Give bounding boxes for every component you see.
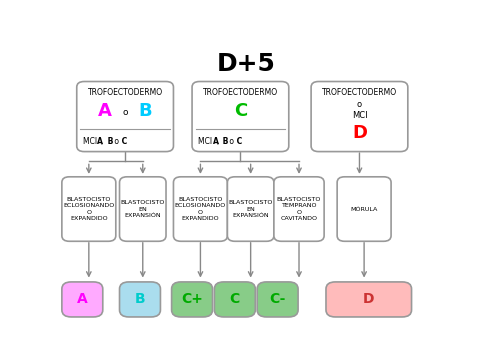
Text: D+5: D+5	[216, 52, 276, 76]
Text: D: D	[352, 124, 367, 142]
FancyBboxPatch shape	[215, 282, 255, 317]
Text: MCI: MCI	[83, 137, 99, 146]
Text: MÓRULA: MÓRULA	[350, 206, 378, 211]
Text: ,: ,	[216, 137, 218, 146]
FancyBboxPatch shape	[228, 177, 274, 241]
FancyBboxPatch shape	[274, 177, 324, 241]
Text: o: o	[112, 137, 119, 146]
Text: C: C	[230, 292, 240, 306]
Text: MCI: MCI	[198, 137, 215, 146]
Text: B: B	[135, 292, 145, 306]
Text: BLASTOCISTO
ECLOSIONANDO
O
EXPANDIDO: BLASTOCISTO ECLOSIONANDO O EXPANDIDO	[63, 197, 114, 221]
Text: B: B	[105, 137, 113, 146]
Text: C+: C+	[181, 292, 203, 306]
FancyBboxPatch shape	[337, 177, 391, 241]
FancyBboxPatch shape	[120, 177, 166, 241]
Text: BLASTOCISTO
EN
EXPANSIÓN: BLASTOCISTO EN EXPANSIÓN	[120, 200, 165, 218]
Text: B: B	[220, 137, 228, 146]
FancyBboxPatch shape	[77, 82, 173, 151]
Text: A: A	[77, 292, 88, 306]
FancyBboxPatch shape	[172, 282, 213, 317]
Text: TROFOECTODERMO: TROFOECTODERMO	[87, 88, 163, 97]
FancyBboxPatch shape	[257, 282, 298, 317]
Text: o: o	[357, 100, 362, 109]
FancyBboxPatch shape	[120, 282, 160, 317]
Text: D: D	[363, 292, 374, 306]
FancyBboxPatch shape	[62, 177, 116, 241]
Text: TROFOECTODERMO: TROFOECTODERMO	[203, 88, 278, 97]
Text: C-: C-	[269, 292, 286, 306]
Text: o: o	[227, 137, 234, 146]
FancyBboxPatch shape	[326, 282, 411, 317]
Text: A: A	[97, 137, 103, 146]
Text: C: C	[234, 102, 247, 120]
Text: B: B	[139, 102, 152, 120]
FancyBboxPatch shape	[311, 82, 408, 151]
Text: C: C	[119, 137, 127, 146]
FancyBboxPatch shape	[62, 282, 103, 317]
Text: BLASTOCISTO
ECLOSIONANDO
O
EXPANDIDO: BLASTOCISTO ECLOSIONANDO O EXPANDIDO	[175, 197, 226, 221]
Text: MCI: MCI	[352, 111, 367, 120]
Text: ,: ,	[101, 137, 103, 146]
FancyBboxPatch shape	[192, 82, 289, 151]
Text: C: C	[234, 137, 242, 146]
Text: TROFOECTODERMO: TROFOECTODERMO	[322, 88, 397, 97]
Text: BLASTOCISTO
TEMPRANO
O
CAVITANDO: BLASTOCISTO TEMPRANO O CAVITANDO	[277, 197, 321, 221]
Text: A: A	[213, 137, 218, 146]
Text: A: A	[98, 102, 111, 120]
Text: o: o	[122, 108, 128, 117]
Text: BLASTOCISTO
EN
EXPANSIÓN: BLASTOCISTO EN EXPANSIÓN	[228, 200, 273, 218]
FancyBboxPatch shape	[173, 177, 228, 241]
